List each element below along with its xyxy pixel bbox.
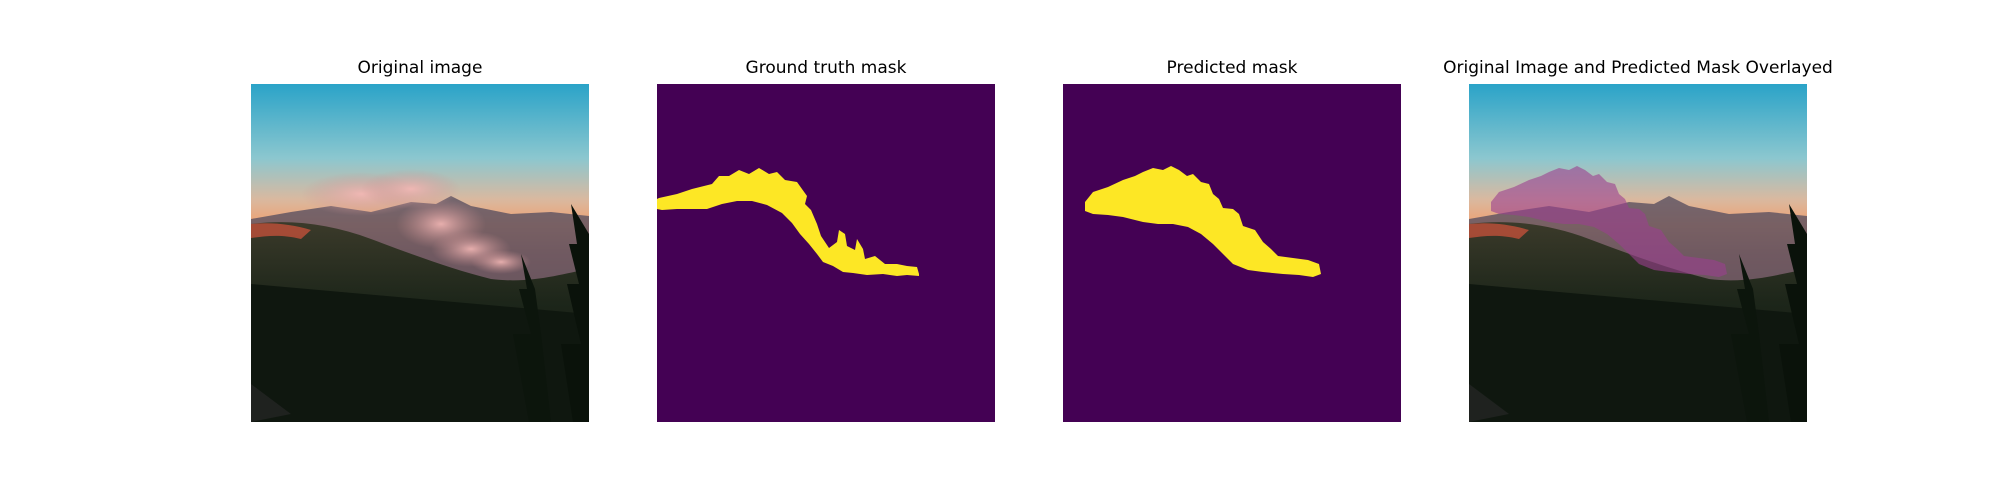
- panel-original-image: Original image: [251, 0, 589, 430]
- panel-title: Original image: [357, 58, 483, 78]
- predicted-mask-image: [1063, 84, 1401, 422]
- panel-title: Predicted mask: [1166, 58, 1298, 78]
- panel-predicted-mask: Predicted mask: [1063, 0, 1401, 430]
- original-photo: [251, 84, 589, 422]
- panel-title: Original Image and Predicted Mask Overla…: [1443, 58, 1833, 78]
- ground-truth-mask-image: [657, 84, 995, 422]
- panel-ground-truth-mask: Ground truth mask: [657, 0, 995, 430]
- panel-overlay: Original Image and Predicted Mask Overla…: [1443, 0, 1833, 430]
- overlay-image: [1469, 84, 1807, 422]
- panel-title: Ground truth mask: [745, 58, 907, 78]
